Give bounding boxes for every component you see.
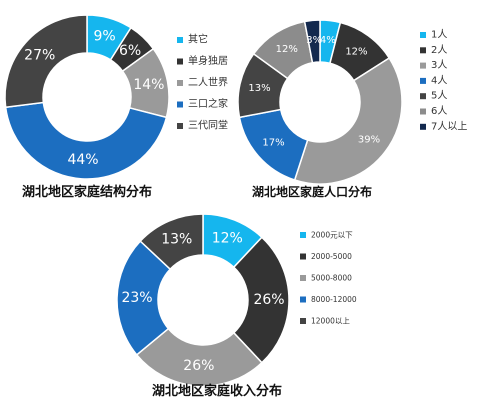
legend-label: 3人 — [431, 59, 447, 71]
legend-label: 2000-5000 — [311, 252, 352, 261]
slice-data-label: 12% — [345, 46, 367, 57]
donut-slice — [4, 101, 168, 180]
legend-swatch — [300, 296, 306, 303]
slice-data-label: 44% — [67, 152, 98, 168]
slice-data-label: 27% — [24, 47, 55, 63]
donut-slice — [293, 57, 403, 185]
legend-label: 三口之家 — [188, 97, 228, 110]
legend-label: 7人以上 — [431, 120, 467, 132]
legend-swatch — [420, 123, 426, 130]
legend-swatch — [420, 93, 426, 100]
legend-swatch — [300, 318, 306, 324]
slice-data-label: 4% — [320, 35, 336, 46]
legend-swatch — [177, 123, 183, 129]
chart-title: 湖北地区家庭人口分布 — [252, 184, 372, 199]
donut-slice — [303, 19, 321, 64]
slice-data-label: 23% — [121, 290, 152, 306]
chart-title: 湖北地区家庭收入分布 — [152, 383, 282, 399]
slice-data-label: 17% — [262, 138, 284, 149]
legend-swatch — [177, 37, 183, 43]
legend-label: 5000-8000 — [311, 274, 352, 283]
donut-slice — [135, 327, 263, 387]
legend-label: 12000以上 — [311, 317, 350, 326]
slice-data-label: 13% — [248, 83, 270, 94]
slice-data-label: 26% — [253, 292, 284, 308]
legend-label: 1人 — [431, 29, 447, 41]
legend-label: 2人 — [431, 44, 447, 56]
legend-swatch — [300, 275, 306, 281]
legend-swatch — [177, 101, 183, 108]
slice-data-label: 26% — [183, 358, 214, 374]
slice-data-label: 12% — [212, 231, 243, 247]
slice-data-label: 13% — [161, 231, 192, 247]
legend-swatch — [420, 32, 426, 38]
legend-swatch — [300, 253, 306, 260]
legend-swatch — [420, 62, 426, 69]
legend-label: 4人 — [431, 74, 447, 86]
legend-swatch — [300, 232, 306, 238]
chart-title: 湖北地区家庭结构分布 — [22, 184, 152, 200]
legend-label: 单身独居 — [188, 54, 228, 67]
legend-label: 二人世界 — [188, 77, 228, 89]
donut-slice — [116, 240, 172, 356]
donut-slice — [139, 213, 204, 271]
slice-data-label: 39% — [358, 135, 380, 146]
legend-swatch — [177, 80, 183, 86]
legend-swatch — [420, 77, 426, 84]
slice-data-label: 14% — [133, 77, 164, 93]
legend-swatch — [420, 47, 426, 54]
legend-label: 6人 — [431, 105, 447, 117]
slice-data-label: 3% — [306, 35, 322, 46]
slice-data-label: 12% — [276, 44, 298, 55]
donut-slice — [4, 14, 88, 109]
legend-swatch — [420, 108, 426, 115]
legend-label: 5人 — [431, 90, 447, 102]
slice-data-label: 9% — [93, 29, 115, 45]
slice-data-label: 6% — [119, 43, 141, 59]
donut-slice — [232, 236, 290, 364]
legend-label: 8000-12000 — [311, 295, 357, 304]
legend-label: 其它 — [188, 33, 208, 46]
legend-swatch — [177, 58, 183, 65]
legend-label: 2000元以下 — [311, 231, 353, 240]
legend-label: 三代同堂 — [188, 120, 228, 132]
